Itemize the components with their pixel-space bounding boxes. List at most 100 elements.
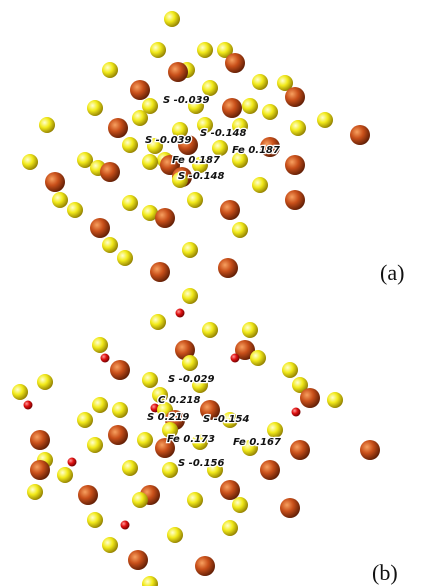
iron-atom: [285, 190, 305, 210]
sulfur-atom: [137, 432, 153, 448]
sulfur-atom: [267, 422, 283, 438]
sulfur-atom: [202, 322, 218, 338]
sulfur-atom: [39, 117, 55, 133]
iron-atom: [30, 430, 50, 450]
sulfur-atom: [252, 177, 268, 193]
sulfur-atom: [150, 42, 166, 58]
sulfur-atom: [122, 195, 138, 211]
iron-atom: [290, 440, 310, 460]
sulfur-atom: [187, 192, 203, 208]
iron-atom: [285, 87, 305, 107]
sulfur-atom: [150, 314, 166, 330]
atom-label: S -0.039: [145, 135, 192, 146]
sulfur-atom: [197, 42, 213, 58]
atom-label: S -0.039: [163, 95, 210, 106]
sulfur-atom: [142, 154, 158, 170]
atom-label: S -0.156: [178, 458, 225, 469]
iron-atom: [260, 460, 280, 480]
sulfur-atom: [102, 237, 118, 253]
atom-label: S -0.029: [168, 374, 215, 385]
iron-atom: [220, 200, 240, 220]
sulfur-atom: [250, 350, 266, 366]
sulfur-atom: [142, 576, 158, 586]
sulfur-atom: [317, 112, 333, 128]
sulfur-atom: [167, 527, 183, 543]
iron-atom: [128, 550, 148, 570]
sulfur-atom: [252, 74, 268, 90]
sulfur-atom: [262, 104, 278, 120]
sulfur-atom: [182, 355, 198, 371]
iron-atom: [218, 258, 238, 278]
atom-label: S -0.148: [200, 128, 247, 139]
iron-atom: [360, 440, 380, 460]
sulfur-atom: [92, 337, 108, 353]
iron-atom: [110, 360, 130, 380]
carbon-atom: [24, 401, 33, 410]
sulfur-atom: [212, 140, 228, 156]
atom-label: Fe 0.187: [172, 155, 220, 166]
sulfur-atom: [122, 460, 138, 476]
sulfur-atom: [282, 362, 298, 378]
sulfur-atom: [187, 492, 203, 508]
atom-label: S 0.219: [147, 412, 189, 423]
iron-atom: [280, 498, 300, 518]
sulfur-atom: [222, 520, 238, 536]
carbon-atom: [68, 458, 77, 467]
sulfur-atom: [102, 62, 118, 78]
atom-label: Fe 0.167: [233, 437, 281, 448]
sulfur-atom: [132, 492, 148, 508]
atom-label: S -0.148: [178, 171, 225, 182]
atom-label: Fe 0.173: [167, 434, 215, 445]
sulfur-atom: [27, 484, 43, 500]
sulfur-atom: [12, 384, 28, 400]
sulfur-atom: [164, 11, 180, 27]
sulfur-atom: [132, 110, 148, 126]
sulfur-atom: [290, 120, 306, 136]
carbon-atom: [101, 354, 110, 363]
sulfur-atom: [22, 154, 38, 170]
atom-label: Fe 0.187: [232, 145, 280, 156]
sulfur-atom: [112, 402, 128, 418]
sulfur-atom: [232, 222, 248, 238]
iron-atom: [45, 172, 65, 192]
iron-atom: [155, 208, 175, 228]
iron-atom: [220, 480, 240, 500]
atom-label: C 0.218: [158, 395, 200, 406]
sulfur-atom: [122, 137, 138, 153]
sulfur-atom: [117, 250, 133, 266]
iron-atom: [222, 98, 242, 118]
sulfur-atom: [87, 437, 103, 453]
sulfur-atom: [77, 412, 93, 428]
sulfur-atom: [142, 372, 158, 388]
iron-atom: [350, 125, 370, 145]
iron-atom: [30, 460, 50, 480]
sulfur-atom: [87, 100, 103, 116]
sulfur-atom: [202, 80, 218, 96]
panel-label: (b): [372, 560, 398, 585]
iron-atom: [130, 80, 150, 100]
carbon-atom: [292, 408, 301, 417]
iron-atom: [168, 62, 188, 82]
iron-atom: [300, 388, 320, 408]
iron-atom: [108, 118, 128, 138]
sulfur-atom: [327, 392, 343, 408]
iron-atom: [90, 218, 110, 238]
iron-atom: [285, 155, 305, 175]
carbon-atom: [231, 354, 240, 363]
sulfur-atom: [182, 288, 198, 304]
panel-label: (a): [380, 260, 404, 285]
sulfur-atom: [232, 497, 248, 513]
iron-atom: [100, 162, 120, 182]
sulfur-atom: [52, 192, 68, 208]
atom-label: S -0.154: [203, 414, 250, 425]
sulfur-atom: [182, 242, 198, 258]
figure: S -0.039 S -0.039 S -0.148 Fe 0.187 Fe 0.187…: [0, 0, 423, 586]
sulfur-atom: [87, 512, 103, 528]
sulfur-atom: [57, 467, 73, 483]
sulfur-atom: [92, 397, 108, 413]
carbon-atom: [121, 521, 130, 530]
carbon-atom: [176, 309, 185, 318]
sulfur-atom: [242, 98, 258, 114]
sulfur-atom: [102, 537, 118, 553]
iron-atom: [195, 556, 215, 576]
